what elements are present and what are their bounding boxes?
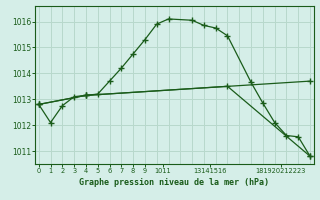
X-axis label: Graphe pression niveau de la mer (hPa): Graphe pression niveau de la mer (hPa) — [79, 178, 269, 187]
